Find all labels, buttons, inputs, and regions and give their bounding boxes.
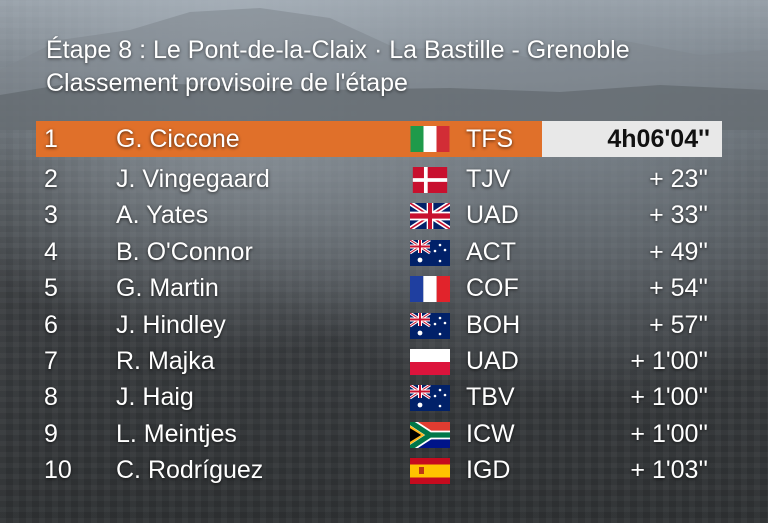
standings-row: 8 J. Haig TBV + 1'00'' [36,379,722,415]
stage-header: Étape 8 : Le Pont-de-la-Claix · La Basti… [46,34,630,100]
team-code: IGD [466,456,511,485]
standings-row: 5 G. Martin COF + 54'' [36,270,722,306]
rider-name: J. Haig [116,383,194,412]
finish-time: 4h06'04'' [542,121,722,157]
standings-row: 6 J. Hindley BOH + 57'' [36,307,722,343]
time-gap: + 33'' [649,201,708,230]
rank: 9 [44,419,58,448]
rank: 1 [44,125,58,153]
team-code: UAD [466,201,519,230]
australia-flag-icon [410,239,450,266]
rider-name: J. Vingegaard [116,165,270,193]
time-gap: + 54'' [649,274,708,303]
standings-row: 4 B. O'Connor ACT + 49'' [36,234,722,270]
time-gap: + 57'' [649,310,708,339]
rider-name: G. Ciccone [116,125,240,153]
rider-name: A. Yates [116,201,209,230]
rider-name: L. Meintjes [116,419,237,448]
rank: 10 [44,456,72,485]
france-flag-icon [410,276,450,303]
rank: 6 [44,310,58,339]
australia-flag-icon [410,312,450,339]
team-code: COF [466,274,519,303]
team-code: BOH [466,310,521,339]
time-gap: + 1'00'' [630,383,708,412]
rank: 5 [44,274,58,303]
team-code: ICW [466,419,515,448]
team-code: ACT [466,237,516,266]
rank: 8 [44,383,58,412]
standings-row: 7 R. Majka UAD + 1'00'' [36,343,722,379]
mountain-silhouette [0,8,768,130]
rank: 7 [44,346,58,375]
time-gap: + 1'00'' [630,419,708,448]
spain-flag-icon [410,458,450,485]
rider-name: J. Hindley [116,310,226,339]
time-gap: + 1'03'' [630,456,708,485]
standings-row: 1 G. Ciccone TFS 4h06'04'' [36,121,722,157]
team-code: TBV [466,383,515,412]
team-code: UAD [466,346,519,375]
australia-flag-icon [410,385,450,412]
standings-row: 9 L. Meintjes ICW + 1'00'' [36,416,722,452]
standings-row: 3 A. Yates UAD + 33'' [36,197,722,233]
rider-name: C. Rodríguez [116,456,264,485]
rider-name: R. Majka [116,346,215,375]
team-code: TJV [466,165,511,193]
stage-subtitle: Classement provisoire de l'étape [46,69,408,97]
rider-name: G. Martin [116,274,219,303]
standings-row: 10 C. Rodríguez IGD + 1'03'' [36,452,722,488]
time-gap: + 49'' [649,237,708,266]
team-code: TFS [466,125,514,153]
denmark-flag-icon [412,167,448,193]
rank: 2 [44,165,58,193]
south-africa-flag-icon [410,421,450,448]
rank: 4 [44,237,58,266]
time-gap: + 1'00'' [630,346,708,375]
poland-flag-icon [410,348,450,375]
standings-row: 2 J. Vingegaard TJV + 23'' [36,161,722,197]
time-gap: + 23'' [649,165,708,193]
rider-name: B. O'Connor [116,237,253,266]
uk-flag-icon [410,203,450,230]
italy-flag-icon [410,126,450,152]
rank: 3 [44,201,58,230]
standings-table: 1 G. Ciccone TFS 4h06'04'' 2 J. Vingegaa… [36,121,722,489]
stage-title: Étape 8 : Le Pont-de-la-Claix · La Basti… [46,36,630,64]
